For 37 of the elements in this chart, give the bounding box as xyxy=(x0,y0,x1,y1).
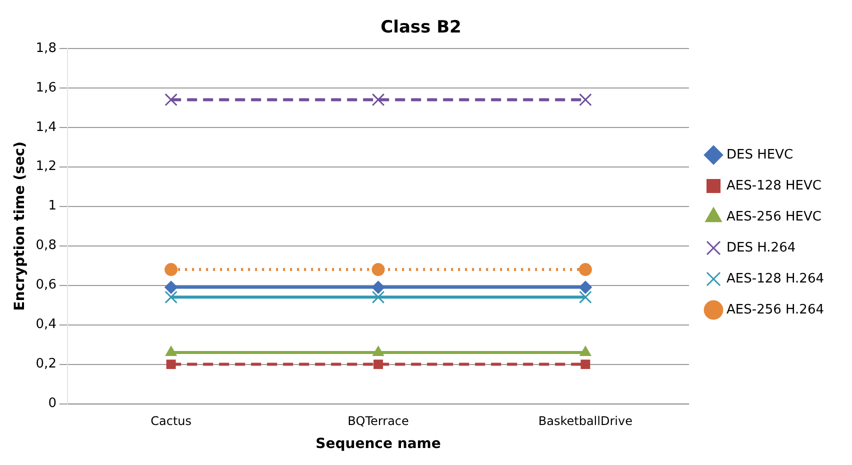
point xyxy=(578,280,592,294)
point xyxy=(164,93,178,106)
y-tick-label: 0,4 xyxy=(36,317,56,332)
x-axis-title: Sequence name xyxy=(316,436,441,452)
point xyxy=(372,290,385,304)
y-tick-label: 0,6 xyxy=(36,278,56,293)
chart-title: Class B2 xyxy=(380,18,462,38)
y-tick-label: 0 xyxy=(48,396,56,412)
y-tick-label: 1,2 xyxy=(36,159,56,174)
y-tick-label: 1 xyxy=(48,198,56,214)
legend-label: DES HEVC xyxy=(726,147,794,162)
point xyxy=(372,280,385,294)
x-tick-label: Cactus xyxy=(150,414,192,428)
point xyxy=(372,263,385,276)
x-tick-label: BQTerrace xyxy=(348,414,409,428)
point xyxy=(164,290,178,304)
legend-label: AES-128 HEVC xyxy=(726,178,822,194)
point xyxy=(166,360,176,370)
legend-label: AES-256 H.264 xyxy=(726,302,824,318)
legend-label: DES H.264 xyxy=(726,240,796,256)
point xyxy=(372,93,385,106)
point xyxy=(580,360,590,370)
y-tick-label: 0,8 xyxy=(36,238,56,254)
point xyxy=(374,360,383,370)
point xyxy=(578,263,592,276)
legend-label: AES-256 HEVC xyxy=(726,209,822,224)
y-tick-label: 0,2 xyxy=(36,356,56,372)
legend-label: AES-128 H.264 xyxy=(726,271,824,286)
y-tick-label: 1,8 xyxy=(36,40,56,56)
point xyxy=(579,290,592,304)
point xyxy=(164,280,178,294)
x-tick-label: BasketballDrive xyxy=(538,414,632,428)
point xyxy=(164,263,178,276)
point xyxy=(579,93,592,106)
y-tick-label: 1,4 xyxy=(36,120,56,135)
y-tick-label: 1,6 xyxy=(36,80,56,96)
y-axis-title: Encryption time (sec) xyxy=(12,142,28,311)
